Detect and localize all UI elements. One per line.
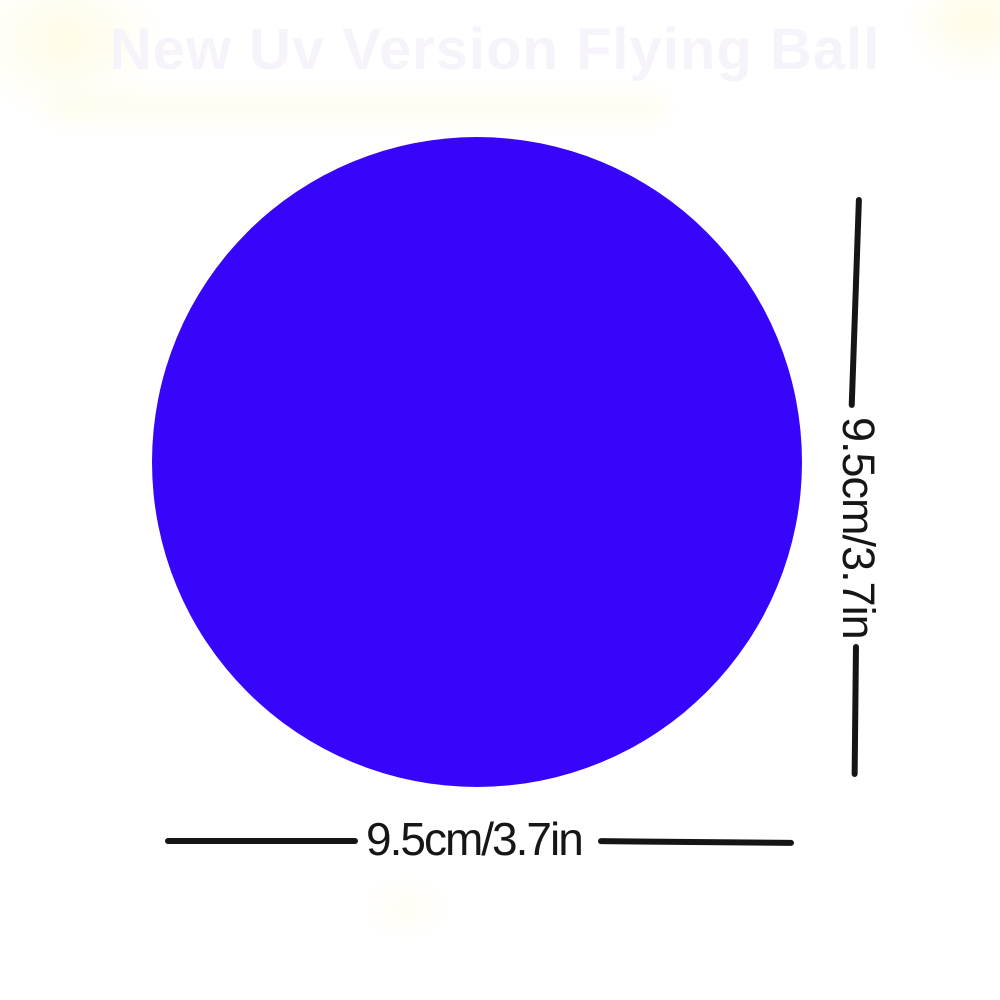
vertical-dimension-label: 9.5cm/3.7in — [833, 417, 884, 639]
horizontal-dimension-line-left — [165, 838, 358, 844]
horizontal-dimension-line-right — [597, 838, 795, 846]
flying-ball-image — [152, 137, 802, 787]
horizontal-dimension-label: 9.5cm/3.7in — [366, 813, 584, 865]
smudge-strip — [45, 94, 665, 120]
vertical-dimension-line-bottom — [851, 643, 859, 778]
smudge-bottom — [360, 878, 450, 938]
vertical-dimension-line-top — [848, 196, 862, 408]
watermark-title: New Uv Version Flying Ball — [109, 17, 881, 82]
